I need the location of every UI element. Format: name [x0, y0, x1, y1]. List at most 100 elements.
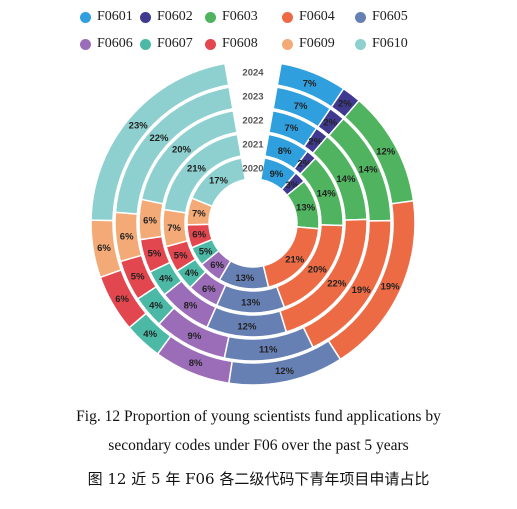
data-label: 4%	[143, 329, 157, 340]
data-label: 17%	[209, 176, 229, 187]
data-label: 7%	[303, 79, 317, 90]
caption-english-line-2: secondary codes under F06 over the past …	[108, 437, 409, 454]
donut-chart: 7%2%12%19%12%8%4%6%6%23%20247%2%14%19%11…	[90, 62, 416, 386]
data-label: 3%	[285, 180, 299, 191]
data-label: 6%	[192, 230, 206, 241]
data-label: 5%	[148, 248, 162, 259]
ring-2024: 7%2%12%19%12%8%4%6%6%23%2024	[90, 62, 416, 386]
data-label: 6%	[120, 231, 134, 242]
data-label: 22%	[327, 278, 347, 289]
data-label: 4%	[149, 300, 163, 311]
data-label: 20%	[172, 144, 192, 155]
segment-2022-f0610	[140, 109, 238, 205]
legend-swatch	[80, 38, 91, 50]
legend-label: F0606	[97, 36, 133, 51]
legend-label: F0610	[372, 36, 408, 51]
ring-2021: 8%2%14%20%13%6%4%5%7%21%2021	[162, 133, 344, 314]
legend-swatch	[205, 11, 216, 23]
data-label: 7%	[285, 123, 299, 134]
segment-2023-f0610	[114, 86, 234, 215]
legend-label: F0601	[97, 9, 133, 24]
year-label-2024: 2024	[242, 68, 264, 79]
segment-2021-f0610	[163, 133, 243, 214]
legend-label: F0604	[299, 9, 335, 24]
legend-label: F0605	[372, 9, 408, 24]
legend-item-f0606: F0606	[80, 36, 133, 52]
legend-swatch	[140, 11, 151, 23]
data-label: 2%	[298, 159, 312, 170]
data-label: 21%	[187, 163, 207, 174]
legend-swatch	[205, 38, 216, 50]
data-label: 23%	[129, 120, 149, 131]
data-label: 6%	[115, 294, 129, 305]
legend-swatch	[355, 38, 366, 50]
legend-item-f0608: F0608	[205, 36, 258, 52]
legend-label: F0609	[299, 36, 335, 51]
data-label: 21%	[285, 254, 305, 265]
legend-item-f0601: F0601	[80, 9, 133, 25]
caption-english-line-1: Fig. 12 Proportion of young scientists f…	[76, 408, 441, 425]
data-label: 2%	[308, 136, 322, 147]
data-label: 14%	[317, 189, 337, 200]
year-label-2022: 2022	[242, 116, 263, 127]
ring-2023: 7%2%14%19%11%9%4%5%6%22%2023	[114, 86, 392, 362]
year-label-2021: 2021	[242, 140, 264, 151]
data-label: 5%	[174, 250, 188, 261]
data-label: 6%	[97, 243, 111, 254]
data-label: 22%	[149, 133, 169, 144]
year-label-2020: 2020	[242, 164, 263, 175]
legend-item-f0603: F0603	[205, 9, 258, 25]
data-label: 12%	[275, 366, 295, 377]
legend-item-f0605: F0605	[355, 9, 408, 25]
chart-legend: F0601 F0602 F0603 F0604 F0605 F0606 F0607 F0608…	[0, 0, 517, 60]
data-label: 9%	[270, 169, 284, 180]
data-label: 13%	[296, 202, 316, 213]
data-label: 14%	[336, 174, 356, 185]
data-label: 7%	[167, 223, 181, 234]
data-label: 4%	[159, 273, 173, 284]
legend-label: F0603	[222, 9, 258, 24]
legend-swatch	[282, 11, 293, 23]
year-label-2023: 2023	[242, 92, 263, 103]
data-label: 13%	[235, 273, 255, 284]
data-label: 2%	[338, 99, 352, 110]
data-label: 8%	[184, 300, 198, 311]
data-label: 5%	[131, 272, 145, 283]
ring-2022: 7%2%14%22%12%8%4%5%6%20%2022	[138, 109, 368, 338]
data-label: 6%	[202, 284, 216, 295]
legend-item-f0604: F0604	[282, 9, 335, 25]
legend-item-f0610: F0610	[355, 36, 408, 52]
segment-2020-f0610	[190, 157, 247, 208]
legend-swatch	[140, 38, 151, 50]
data-label: 19%	[352, 285, 372, 296]
legend-label: F0602	[157, 9, 193, 24]
legend-label: F0608	[222, 36, 258, 51]
data-label: 20%	[308, 264, 328, 275]
legend-swatch	[80, 11, 91, 23]
data-label: 9%	[188, 331, 202, 342]
legend-item-f0602: F0602	[140, 9, 193, 25]
data-label: 8%	[278, 146, 292, 157]
data-label: 6%	[143, 215, 157, 226]
data-label: 5%	[199, 246, 213, 257]
data-label: 12%	[237, 321, 257, 332]
data-label: 19%	[381, 282, 401, 293]
caption-chinese: 图 12 近 5 年 F06 各二级代码下青年项目申请占比	[87, 470, 430, 488]
data-label: 13%	[241, 297, 261, 308]
legend-label: F0607	[157, 36, 193, 51]
data-label: 8%	[189, 358, 203, 369]
data-label: 11%	[259, 345, 278, 356]
data-label: 14%	[359, 165, 379, 176]
legend-swatch	[282, 38, 293, 50]
segment-2024-f0610	[90, 62, 230, 222]
ring-2020: 9%3% 13% 21% 13% 6% 5% 6% 7% 17% 2020	[186, 157, 320, 290]
legend-item-f0607: F0607	[140, 36, 193, 52]
data-label: 7%	[294, 101, 308, 112]
data-label: 6%	[210, 260, 224, 271]
legend-item-f0609: F0609	[282, 36, 335, 52]
data-label: 7%	[192, 209, 206, 220]
data-label: 2%	[323, 118, 337, 129]
data-label: 12%	[376, 146, 396, 157]
data-label: 4%	[185, 268, 199, 279]
legend-swatch	[355, 11, 366, 23]
